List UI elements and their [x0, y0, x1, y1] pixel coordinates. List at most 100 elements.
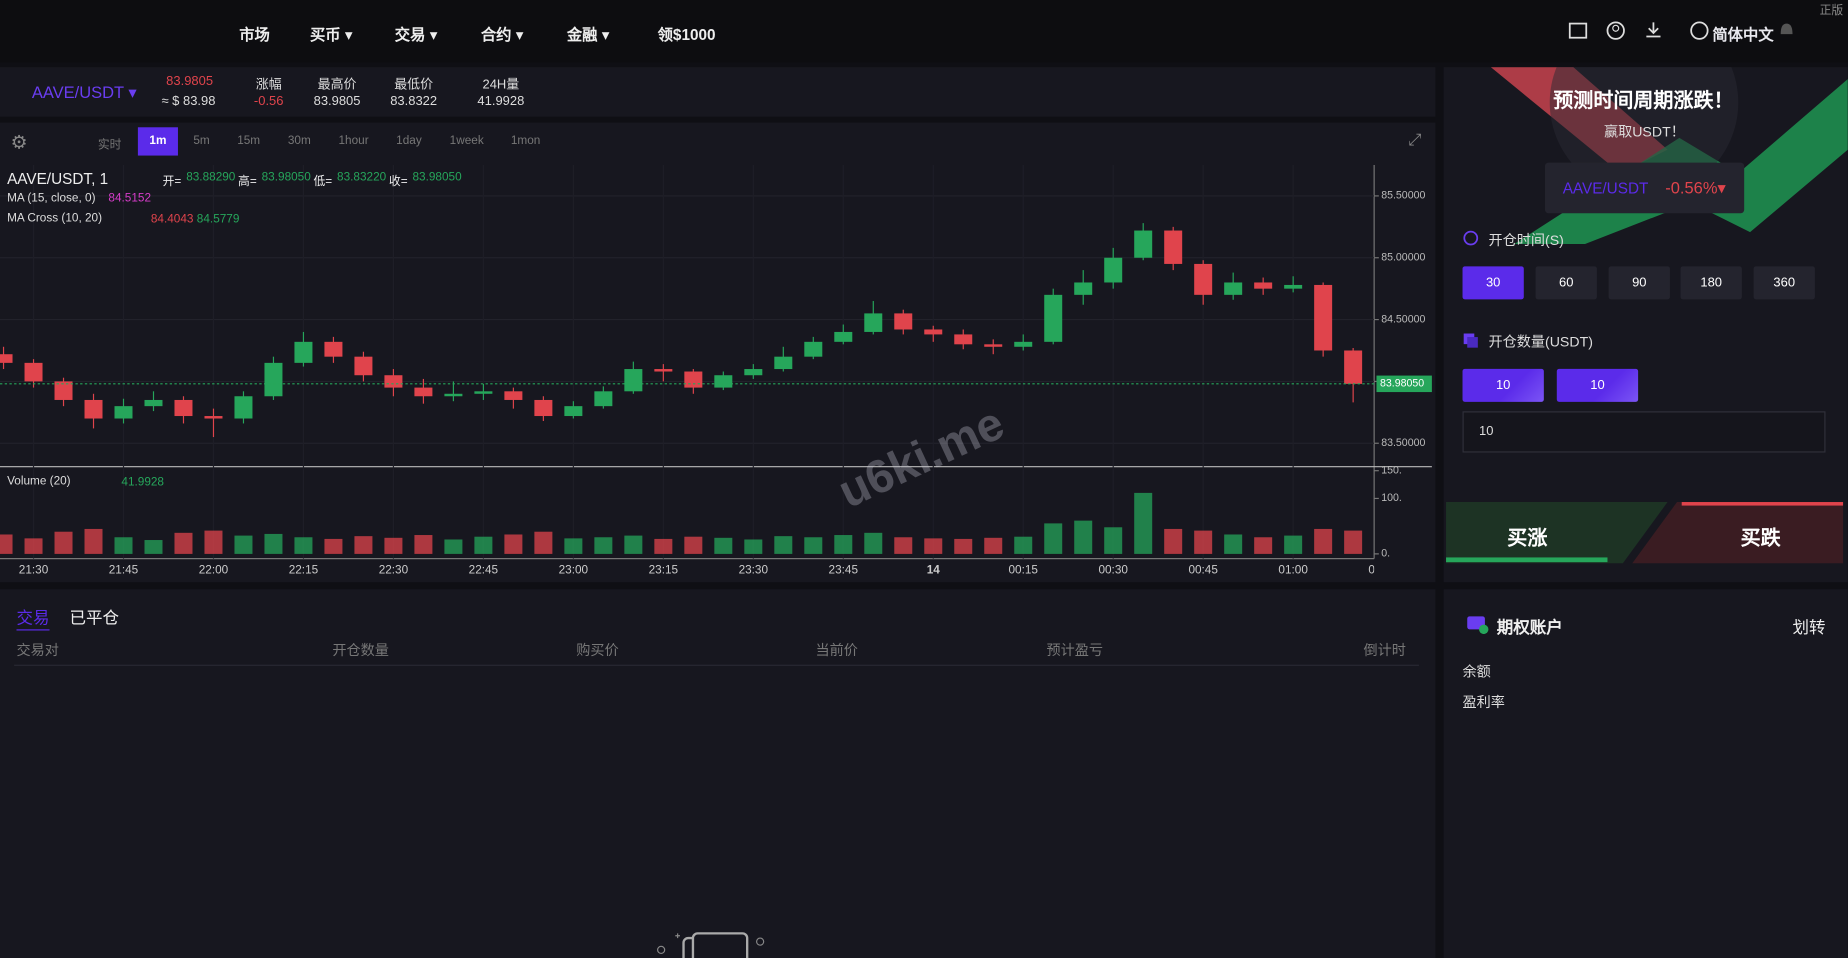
- volume-bar: [1104, 527, 1123, 554]
- interval[interactable]: 1mon: [510, 134, 541, 148]
- volume-bar: [594, 537, 613, 554]
- active-interval-bg[interactable]: [137, 127, 178, 156]
- volume-bar: [114, 537, 133, 554]
- pair-select[interactable]: [1545, 162, 1745, 214]
- nav-item[interactable]: 交易 ▾: [394, 25, 438, 44]
- interval[interactable]: 1m: [149, 134, 167, 148]
- x-tick-label: 01:15: [1368, 564, 1398, 577]
- x-tick-label: 00:30: [1098, 564, 1128, 577]
- candle-body: [264, 362, 283, 397]
- stat-label: 涨幅: [255, 77, 282, 92]
- volume-bar: [54, 531, 73, 554]
- interval[interactable]: 1hour: [338, 134, 369, 148]
- last-price-box: [1376, 375, 1432, 393]
- trade-buttons[interactable]: [1446, 502, 1844, 564]
- nav-item[interactable]: 买币 ▾: [309, 25, 353, 44]
- volume-bar: [144, 540, 163, 554]
- volume-bar: [864, 532, 883, 554]
- nav-promo[interactable]: 领$1000: [657, 25, 716, 44]
- promo-subtitle: 赢取USDT！: [1603, 123, 1685, 141]
- candle-body: [834, 331, 853, 342]
- volume-bar: [954, 538, 973, 554]
- candle-body: [174, 399, 193, 417]
- volume-bar: [324, 538, 343, 554]
- header: [0, 0, 1848, 63]
- amount-input-value: 10: [1479, 424, 1494, 439]
- last-price-label: 83.98050: [1380, 378, 1424, 390]
- stat-value: -0.56: [253, 94, 284, 109]
- candle-body: [414, 387, 433, 397]
- time-label: 开仓时间(S): [1488, 232, 1564, 249]
- candle-body: [324, 341, 343, 357]
- header-icons[interactable]: [1567, 20, 1803, 44]
- volume-bar: [1254, 537, 1273, 554]
- candle-body: [474, 391, 493, 394]
- interval[interactable]: 5m: [193, 134, 210, 148]
- account-icon: [1467, 616, 1489, 635]
- candle-body: [0, 354, 13, 363]
- candle-body: [1014, 341, 1033, 347]
- time-option[interactable]: 360: [1753, 266, 1815, 300]
- volume-bar: [564, 538, 583, 554]
- ma-value: 84.5152: [108, 192, 152, 206]
- amount-input[interactable]: [1462, 411, 1826, 453]
- candle-body: [684, 371, 703, 388]
- time-option[interactable]: 30: [1462, 266, 1524, 300]
- tab-closed[interactable]: 已平仓: [69, 608, 120, 627]
- account-key: 余额: [1462, 663, 1491, 680]
- volume-tick-label: 150.: [1381, 465, 1402, 477]
- buy-button[interactable]: 买涨: [1507, 526, 1548, 550]
- amount-option[interactable]: 10: [1556, 368, 1639, 402]
- x-tick-label: 23:15: [649, 564, 679, 577]
- fullscreen-icon[interactable]: ⤢: [1408, 129, 1422, 149]
- y-tick-label: 85.00000: [1381, 252, 1425, 264]
- time-option[interactable]: 60: [1535, 266, 1597, 300]
- ma-cross-value: 84.5779: [196, 213, 240, 227]
- interval[interactable]: 15m: [237, 134, 261, 148]
- nav-item[interactable]: 市场: [239, 25, 270, 44]
- ticker-pair[interactable]: AAVE/USDT ▾: [31, 82, 137, 102]
- candle-body: [444, 393, 463, 397]
- interval[interactable]: 30m: [287, 134, 311, 148]
- tab-trade[interactable]: 交易: [16, 606, 50, 631]
- candle-body: [144, 399, 163, 407]
- candle-body: [1044, 294, 1063, 342]
- volume-bar: [1284, 535, 1303, 554]
- x-tick-label: 22:00: [199, 564, 229, 577]
- volume-tick-label: 0.: [1381, 548, 1390, 560]
- ticker-usd: ≈ $ 83.98: [161, 94, 216, 109]
- interval[interactable]: 1week: [449, 134, 484, 148]
- volume-bar: [534, 531, 553, 554]
- volume-bar: [684, 536, 703, 554]
- time-option[interactable]: 90: [1608, 266, 1670, 300]
- time-option[interactable]: 180: [1680, 266, 1742, 300]
- candle-body: [1134, 230, 1153, 258]
- candle-body: [234, 396, 253, 419]
- volume-bar: [24, 538, 43, 554]
- interval[interactable]: 实时: [97, 139, 122, 153]
- sell-button[interactable]: 买跌: [1740, 526, 1781, 550]
- candle-body: [1344, 350, 1363, 384]
- promo-change: -0.56%▾: [1665, 177, 1726, 197]
- candle-body: [54, 381, 73, 400]
- amount-option[interactable]: 10: [1462, 368, 1544, 402]
- language[interactable]: 简体中文: [1712, 25, 1774, 44]
- x-tick-label: 21:30: [19, 564, 49, 577]
- nav-item[interactable]: 合约 ▾: [480, 25, 524, 44]
- volume-bar: [654, 538, 673, 554]
- stat-value: 41.9928: [477, 94, 525, 109]
- stat-value: 83.8322: [390, 94, 438, 109]
- y-tick-label: 85.50000: [1381, 190, 1425, 202]
- interval[interactable]: 1day: [396, 134, 422, 148]
- candle-body: [954, 334, 973, 345]
- settings-icon[interactable]: ⚙: [10, 133, 28, 154]
- transfer-link[interactable]: 划转: [1792, 617, 1826, 637]
- ohlc-label: 收=: [388, 175, 408, 189]
- account-key: 盈利率: [1462, 694, 1505, 711]
- candle-body: [984, 344, 1003, 347]
- candle-body: [1194, 263, 1213, 295]
- volume-bar: [234, 535, 253, 554]
- candle-body: [1284, 284, 1303, 289]
- nav-item[interactable]: 金融 ▾: [566, 25, 610, 44]
